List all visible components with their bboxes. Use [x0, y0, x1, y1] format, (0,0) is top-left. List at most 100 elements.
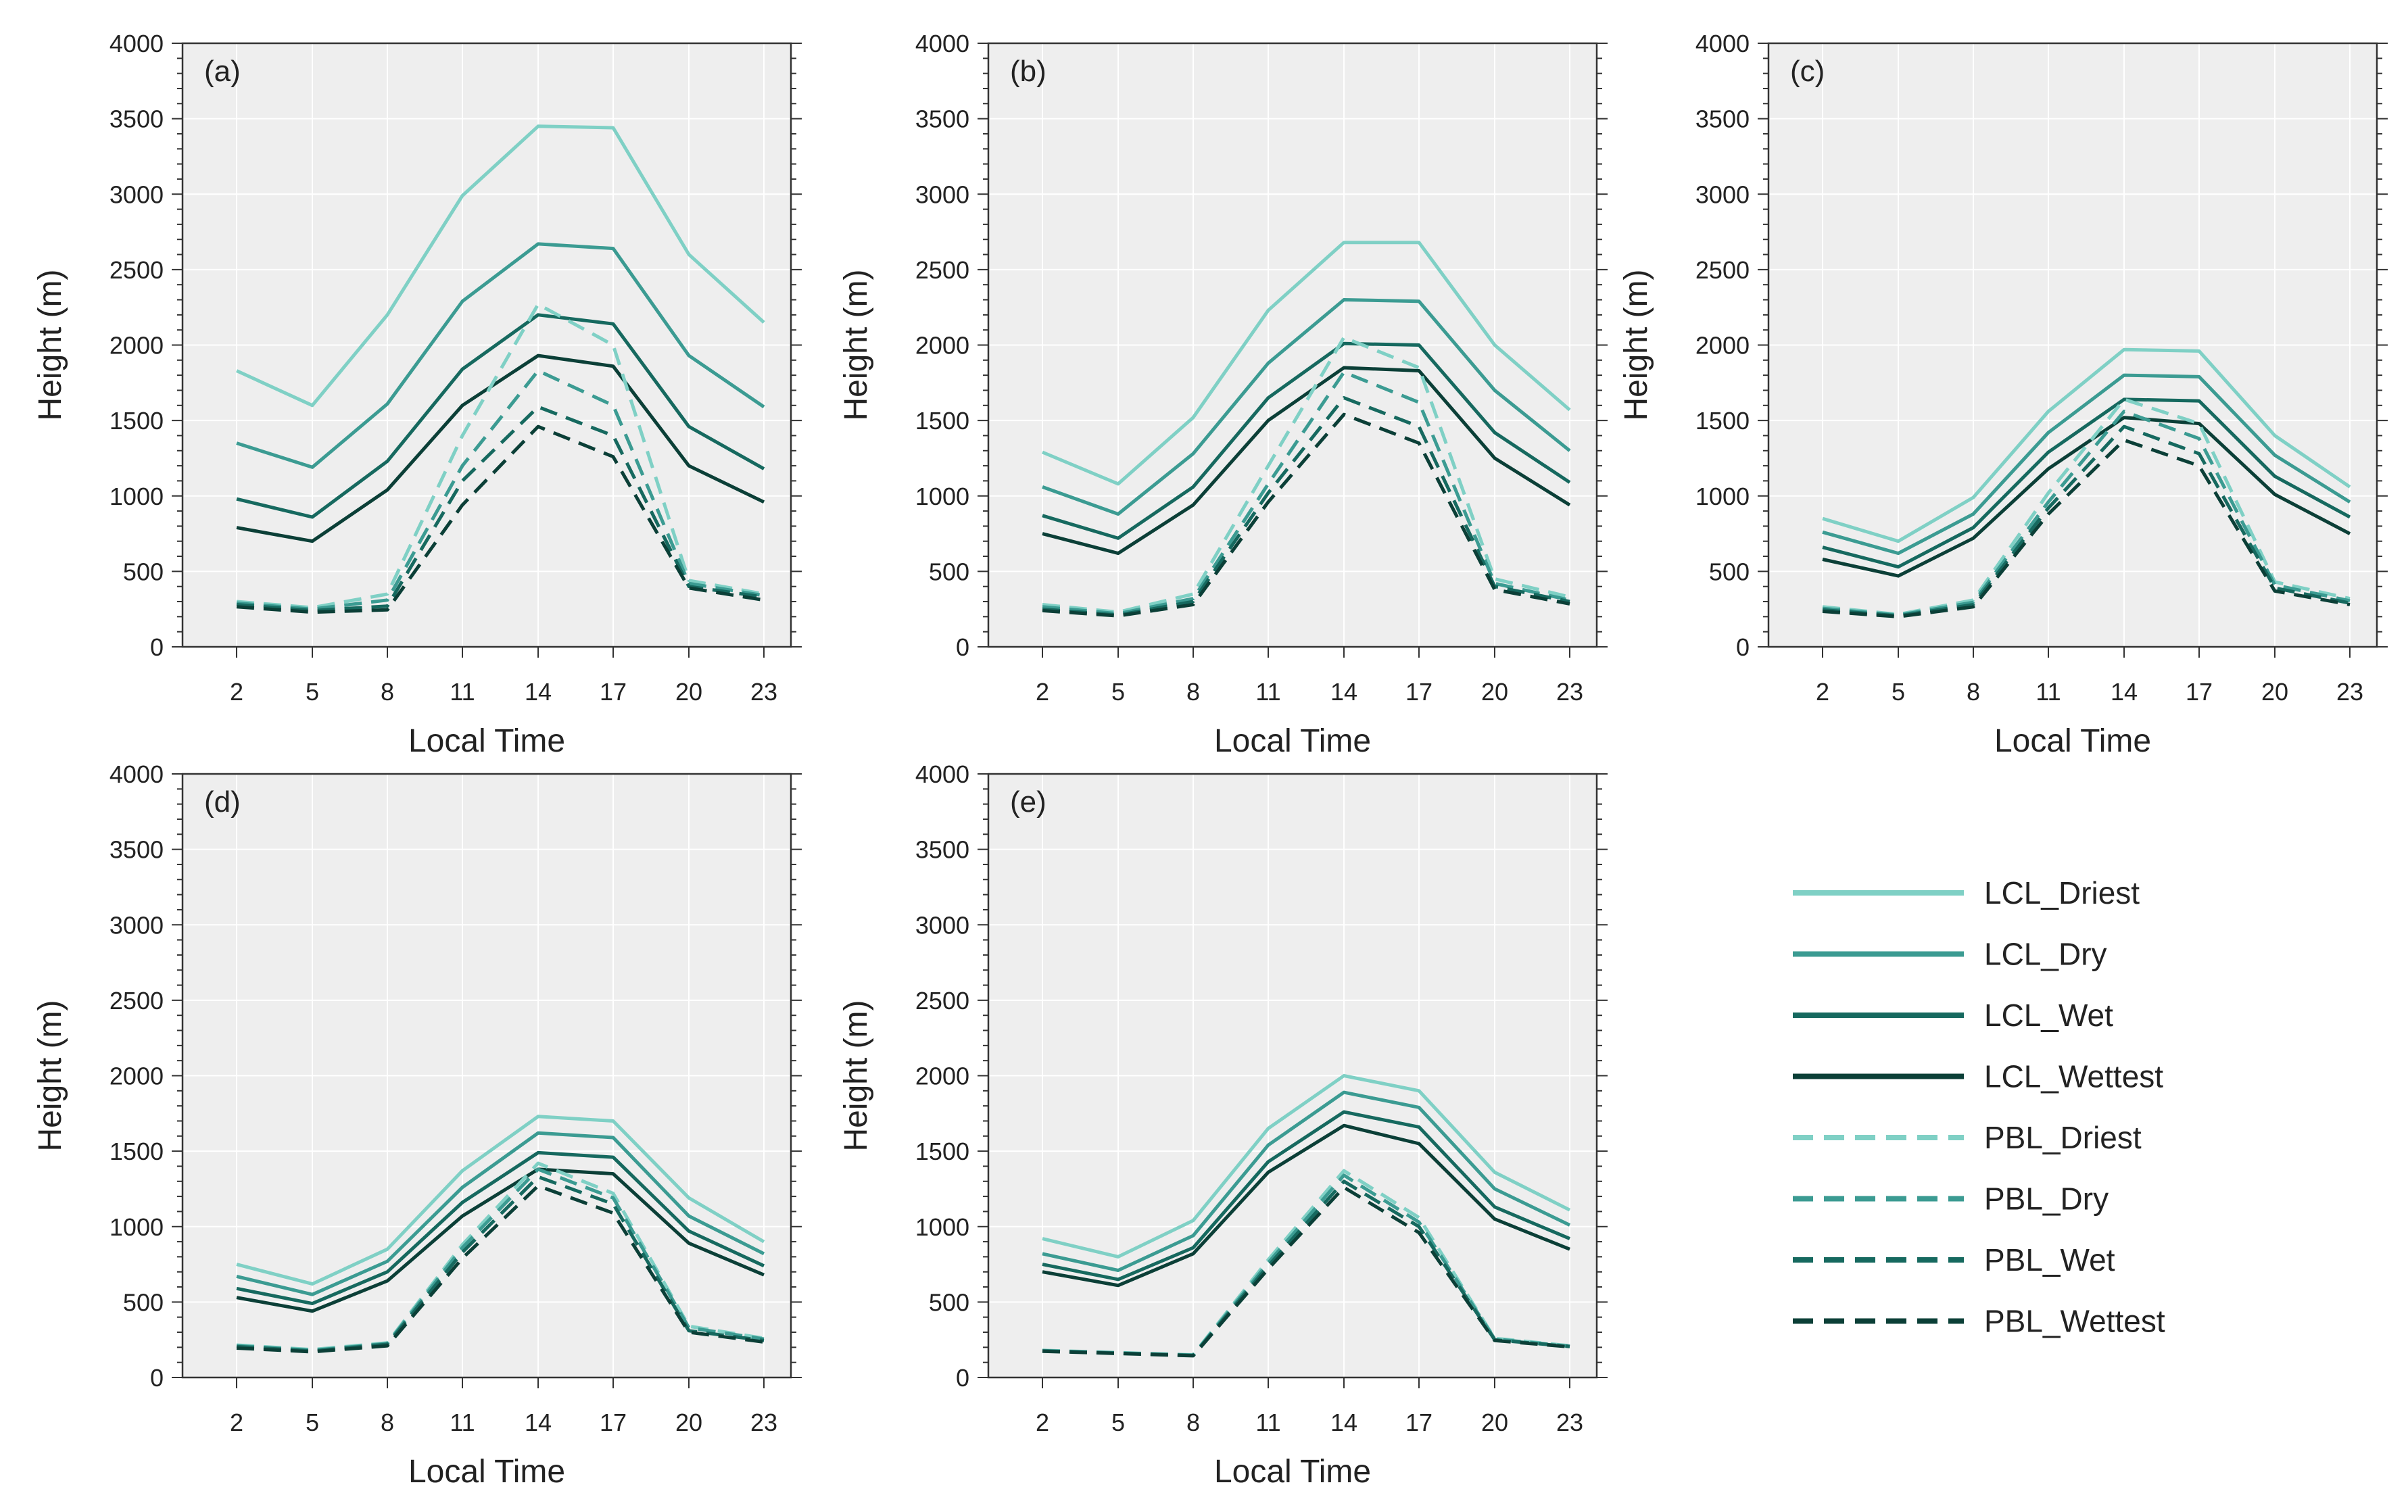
- x-axis-label: Local Time: [1214, 723, 1371, 759]
- y-tick-label: 2000: [110, 332, 164, 360]
- y-tick-label: 1500: [915, 1138, 969, 1165]
- x-axis-label: Local Time: [1214, 1454, 1371, 1490]
- x-tick-label: 8: [1186, 1409, 1200, 1436]
- y-tick-label: 0: [956, 1364, 969, 1392]
- y-tick-label: 4000: [110, 760, 164, 788]
- y-axis-label: Height (m): [838, 1000, 874, 1151]
- y-tick-label: 1000: [110, 1213, 164, 1241]
- y-tick-label: 3000: [1695, 180, 1750, 208]
- series-line-lcl-wettest: [236, 353, 765, 543]
- series-line-lcl-driest: [1042, 241, 1571, 486]
- x-tick-label: 17: [600, 1409, 627, 1436]
- x-tick-label: 8: [1186, 678, 1200, 706]
- x-tick-label: 8: [1967, 678, 1980, 706]
- y-tick-label: 4000: [915, 30, 969, 57]
- y-axis-label: Height (m): [838, 269, 874, 420]
- x-tick-label: 14: [2111, 678, 2138, 706]
- plot-frame: [987, 773, 1598, 1379]
- x-axis-label: Local Time: [1994, 723, 2151, 759]
- x-tick-label: 20: [675, 1409, 702, 1436]
- series-line-lcl-dry: [1042, 298, 1571, 516]
- series-line-lcl-dry: [236, 1131, 765, 1296]
- y-tick-label: 1000: [915, 483, 969, 510]
- panel-label: (d): [204, 785, 241, 819]
- y-tick-label: 3500: [1695, 105, 1750, 133]
- x-tick-label: 20: [675, 678, 702, 706]
- series-line-pbl-wettest: [236, 1184, 765, 1354]
- x-tick-label: 5: [1111, 678, 1125, 706]
- y-tick-label: 1500: [1695, 407, 1750, 435]
- x-tick-label: 11: [1255, 1409, 1280, 1436]
- series-line-lcl-driest: [1042, 1074, 1571, 1259]
- y-tick-label: 2500: [1695, 256, 1750, 284]
- chart-panel-3: 0 500 1000 1500 2000 2500 3000 3500 4000 2 5 8 11 14 1…: [1618, 30, 2388, 759]
- x-tick-label: 11: [450, 1409, 475, 1436]
- y-tick-label: 500: [1709, 558, 1750, 585]
- y-tick-label: 1500: [110, 407, 164, 435]
- y-tick-label: 3500: [110, 836, 164, 864]
- x-tick-label: 2: [1036, 678, 1049, 706]
- y-tick-label: 1500: [915, 407, 969, 435]
- y-tick-label: 1000: [110, 483, 164, 510]
- y-tick-label: 2500: [915, 987, 969, 1015]
- series-line-pbl-wettest: [236, 424, 765, 614]
- y-tick-label: 0: [150, 633, 164, 661]
- x-tick-label: 2: [1036, 1409, 1049, 1436]
- y-tick-label: 1500: [110, 1138, 164, 1165]
- plot-frame: [181, 42, 792, 648]
- x-tick-label: 23: [750, 678, 777, 706]
- x-tick-label: 11: [450, 678, 475, 706]
- x-tick-label: 11: [1255, 678, 1280, 706]
- series-line-lcl-wettest: [236, 1167, 765, 1313]
- series-line-lcl-wet: [1822, 397, 2351, 569]
- x-tick-label: 17: [1405, 1409, 1432, 1436]
- x-tick-label: 17: [2186, 678, 2213, 706]
- x-tick-label: 8: [381, 1409, 394, 1436]
- x-tick-label: 8: [381, 678, 394, 706]
- series-line-pbl-driest: [1042, 335, 1570, 614]
- y-tick-label: 3500: [915, 105, 969, 133]
- series-line-lcl-dry: [1822, 373, 2351, 556]
- x-axis-label: Local Time: [408, 1454, 565, 1490]
- panel-label: (a): [204, 55, 241, 88]
- x-tick-label: 5: [1892, 678, 1905, 706]
- x-tick-label: 20: [1481, 1409, 1508, 1436]
- x-tick-label: 20: [1481, 678, 1508, 706]
- y-tick-label: 2000: [915, 332, 969, 360]
- chart-panel-2: 0 500 1000 1500 2000 2500 3000 3500 4000 2 5 8 11 14 1…: [838, 30, 1608, 759]
- y-tick-label: 3000: [110, 180, 164, 208]
- y-tick-label: 500: [123, 558, 164, 585]
- x-tick-label: 17: [1405, 678, 1432, 706]
- y-tick-label: 0: [956, 633, 969, 661]
- y-tick-label: 2500: [110, 987, 164, 1015]
- y-tick-label: 0: [150, 1364, 164, 1392]
- y-tick-label: 2000: [1695, 332, 1750, 360]
- series-line-lcl-driest: [1822, 347, 2351, 543]
- series-line-lcl-wet: [1042, 1110, 1570, 1282]
- legend-label-pbl-dry: PBL_Dry: [1984, 1181, 2109, 1217]
- x-tick-label: 14: [525, 1409, 552, 1436]
- chart-panel-1: 0 500 1000 1500 2000 2500 3000 3500 4000 2 5 8 11 14 1…: [32, 30, 802, 759]
- series-line-lcl-wettest: [1042, 1123, 1570, 1288]
- y-tick-label: 500: [929, 558, 969, 585]
- y-tick-label: 2500: [110, 256, 164, 284]
- x-tick-label: 20: [2261, 678, 2288, 706]
- x-tick-label: 2: [1816, 678, 1829, 706]
- legend-label-pbl-wet: PBL_Wet: [1984, 1242, 2115, 1277]
- x-tick-label: 14: [525, 678, 552, 706]
- series-line-lcl-wettest: [1042, 366, 1571, 556]
- y-tick-label: 2500: [915, 256, 969, 284]
- x-tick-label: 2: [230, 678, 243, 706]
- y-tick-label: 2000: [110, 1063, 164, 1090]
- y-tick-label: 4000: [1695, 30, 1750, 57]
- y-tick-label: 3000: [915, 911, 969, 939]
- x-tick-label: 23: [2336, 678, 2363, 706]
- legend-label-lcl-dry: LCL_Dry: [1984, 937, 2107, 972]
- x-tick-label: 14: [1330, 1409, 1357, 1436]
- series-line-lcl-driest: [236, 1115, 765, 1286]
- y-tick-label: 3500: [110, 105, 164, 133]
- x-tick-label: 5: [306, 678, 319, 706]
- y-axis-label: Height (m): [32, 269, 68, 420]
- chart-panel-5: 0 500 1000 1500 2000 2500 3000 3500 4000 2 5 8 11 14 1…: [838, 760, 1608, 1490]
- y-tick-label: 4000: [110, 30, 164, 57]
